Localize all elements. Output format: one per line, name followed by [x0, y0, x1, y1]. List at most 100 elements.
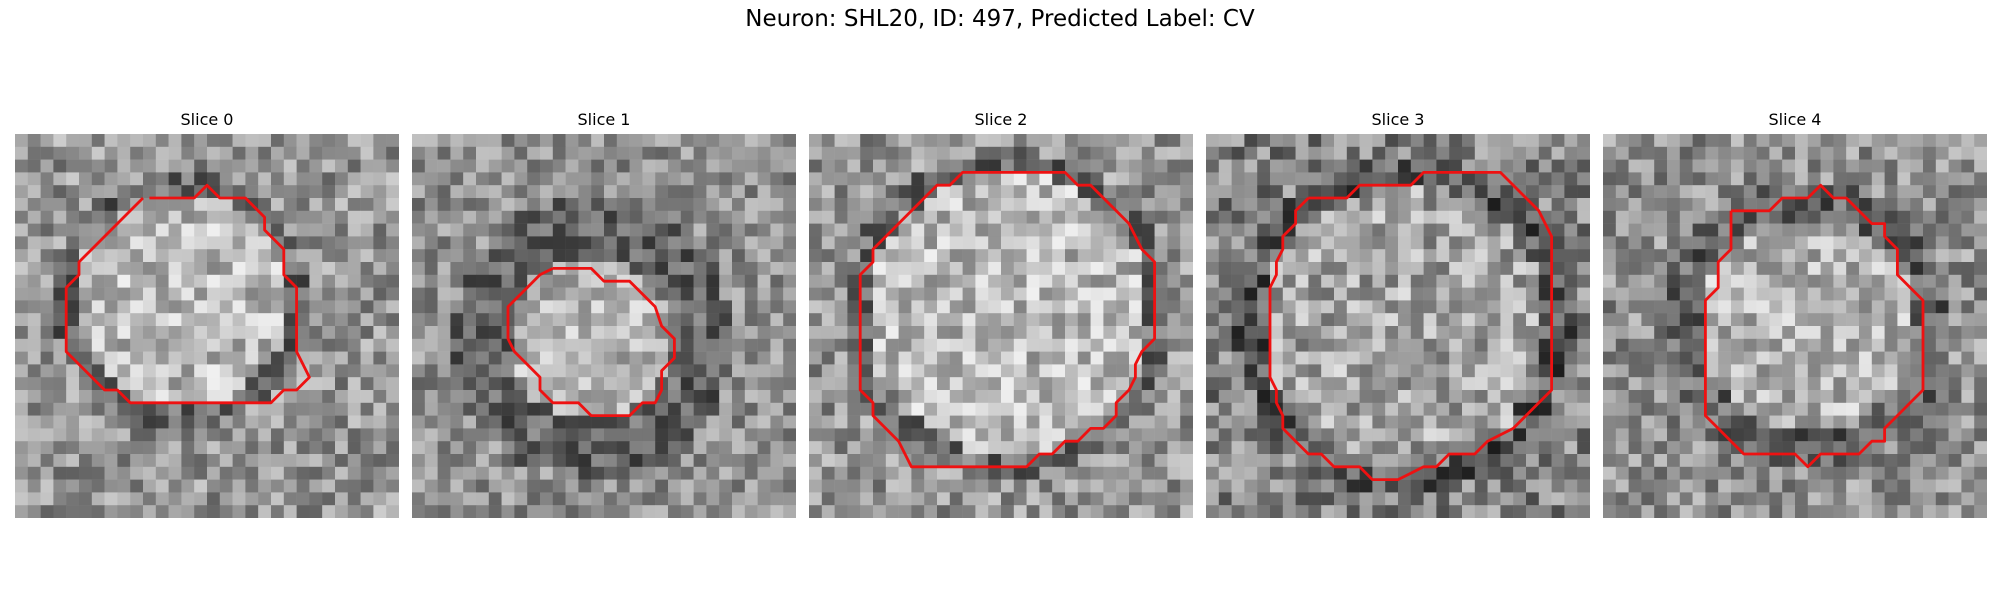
image-pixel — [975, 441, 989, 455]
image-pixel — [1231, 262, 1245, 276]
image-pixel — [488, 274, 502, 288]
image-pixel — [744, 146, 758, 160]
image-pixel — [1679, 210, 1693, 224]
image-pixel — [1308, 428, 1322, 442]
image-pixel — [1308, 466, 1322, 480]
image-pixel — [924, 441, 938, 455]
image-pixel — [1474, 454, 1488, 468]
image-pixel — [552, 249, 566, 263]
image-pixel — [1948, 159, 1962, 173]
image-pixel — [168, 505, 182, 518]
image-pixel — [706, 236, 720, 250]
image-pixel — [616, 236, 630, 250]
image-pixel — [1743, 249, 1757, 263]
image-pixel — [1807, 210, 1821, 224]
image-pixel — [1270, 441, 1284, 455]
image-pixel — [347, 185, 361, 199]
image-pixel — [1129, 402, 1143, 416]
image-pixel — [1398, 172, 1412, 186]
image-pixel — [1769, 466, 1783, 480]
image-pixel — [604, 185, 618, 199]
image-pixel — [1359, 364, 1373, 378]
image-pixel — [1231, 159, 1245, 173]
image-pixel — [91, 313, 105, 327]
image-pixel — [809, 287, 823, 301]
image-pixel — [1577, 466, 1590, 480]
image-pixel — [66, 223, 80, 237]
image-pixel — [540, 428, 554, 442]
image-pixel — [873, 210, 887, 224]
image-pixel — [1270, 159, 1284, 173]
image-pixel — [732, 377, 746, 391]
image-pixel — [322, 236, 336, 250]
image-pixel — [744, 249, 758, 263]
image-pixel — [924, 466, 938, 480]
image-pixel — [1231, 466, 1245, 480]
image-pixel — [463, 326, 477, 340]
image-pixel — [949, 492, 963, 506]
image-pixel — [1500, 415, 1514, 429]
image-pixel — [1206, 466, 1220, 480]
image-pixel — [821, 300, 835, 314]
image-pixel — [463, 492, 477, 506]
image-pixel — [1385, 428, 1399, 442]
image-pixel — [412, 274, 426, 288]
image-pixel — [1500, 390, 1514, 404]
image-pixel — [1013, 479, 1027, 493]
image-pixel — [53, 390, 67, 404]
image-pixel — [1654, 274, 1668, 288]
image-pixel — [1679, 236, 1693, 250]
image-pixel — [719, 338, 733, 352]
image-pixel — [1321, 390, 1335, 404]
image-pixel — [975, 454, 989, 468]
image-pixel — [1218, 236, 1232, 250]
image-pixel — [668, 415, 682, 429]
image-pixel — [988, 351, 1002, 365]
image-pixel — [847, 479, 861, 493]
image-pixel — [488, 172, 502, 186]
image-pixel — [898, 287, 912, 301]
image-pixel — [309, 236, 323, 250]
image-pixel — [1679, 198, 1693, 212]
image-pixel — [104, 313, 118, 327]
image-pixel — [1782, 326, 1796, 340]
image-pixel — [1398, 262, 1412, 276]
image-pixel — [770, 492, 784, 506]
image-pixel — [578, 441, 592, 455]
image-pixel — [668, 210, 682, 224]
image-pixel — [1833, 134, 1847, 148]
image-pixel — [732, 198, 746, 212]
image-pixel — [1474, 492, 1488, 506]
image-pixel — [1308, 159, 1322, 173]
image-pixel — [1116, 249, 1130, 263]
image-pixel — [347, 390, 361, 404]
image-pixel — [1795, 351, 1809, 365]
image-pixel — [1731, 505, 1745, 518]
image-pixel — [591, 390, 605, 404]
image-pixel — [732, 415, 746, 429]
image-pixel — [1090, 428, 1104, 442]
image-pixel — [501, 185, 515, 199]
image-pixel — [424, 300, 438, 314]
image-pixel — [476, 146, 490, 160]
image-pixel — [245, 377, 259, 391]
image-pixel — [1705, 351, 1719, 365]
image-pixel — [1167, 415, 1181, 429]
image-pixel — [271, 441, 285, 455]
image-pixel — [117, 146, 131, 160]
image-pixel — [412, 300, 426, 314]
image-pixel — [591, 364, 605, 378]
image-pixel — [1077, 402, 1091, 416]
image-pixel — [898, 236, 912, 250]
image-pixel — [1910, 185, 1924, 199]
image-pixel — [450, 454, 464, 468]
image-pixel — [1282, 134, 1296, 148]
image-pixel — [104, 185, 118, 199]
image-pixel — [1001, 492, 1015, 506]
image-pixel — [1500, 338, 1514, 352]
image-pixel — [1449, 172, 1463, 186]
image-pixel — [1013, 454, 1027, 468]
image-pixel — [1410, 338, 1424, 352]
image-pixel — [271, 492, 285, 506]
image-pixel — [1001, 338, 1015, 352]
